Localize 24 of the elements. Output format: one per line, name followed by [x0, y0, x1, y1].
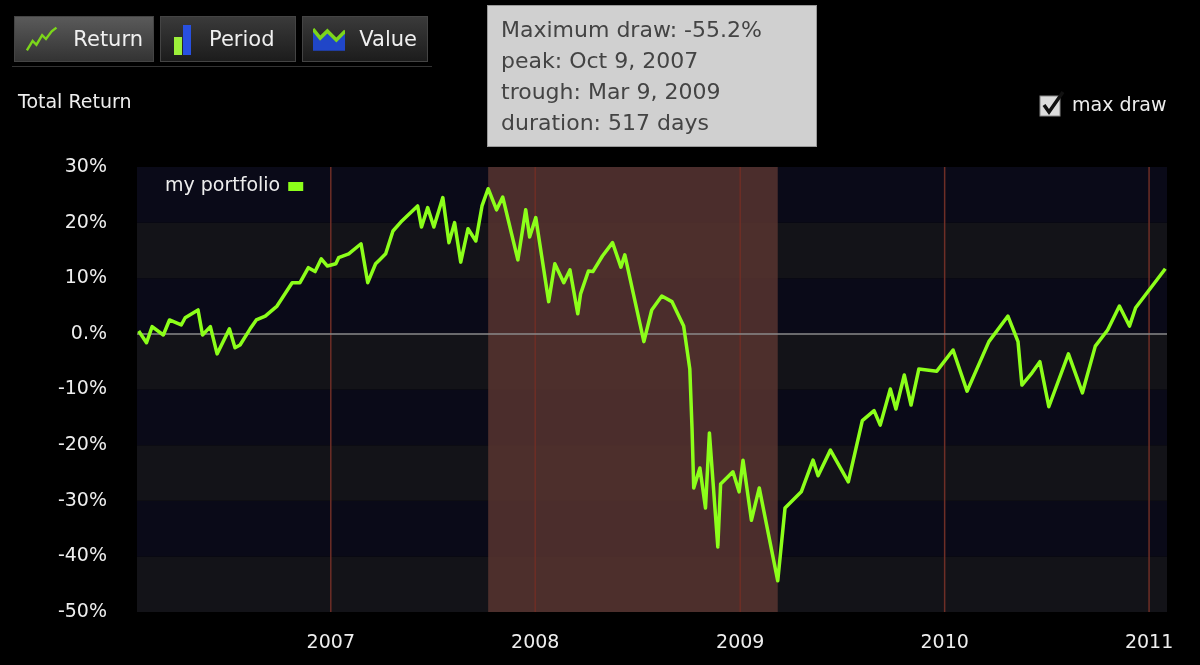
y-tick-label: -50% [57, 598, 107, 621]
y-tick-label: 20% [64, 209, 107, 232]
text: trough: Mar 9, 2009 [501, 78, 722, 106]
x-tick-label: 2011 [1124, 630, 1174, 653]
legend-label: my portfolio [165, 172, 281, 195]
text: Maximum draw: -55.2% [501, 16, 763, 44]
y-tick-label: 10% [64, 265, 107, 288]
y-tick-label: 30% [64, 153, 107, 176]
y-tick-label: -40% [57, 543, 107, 566]
text: peak: Oct 9, 2007 [501, 47, 700, 75]
x-tick-label: 2010 [920, 630, 969, 653]
text: Return [73, 27, 143, 51]
text: duration: 517 days [501, 109, 710, 137]
y-tick-label: -10% [57, 376, 107, 399]
x-tick-label: 2009 [716, 630, 765, 653]
y-tick-label: -20% [57, 432, 107, 455]
x-tick-label: 2008 [511, 630, 560, 653]
y-tick-label: -30% [57, 487, 107, 510]
text: Value [359, 27, 417, 51]
text: max draw [1072, 93, 1167, 115]
y-tick-label: 0.% [70, 320, 107, 343]
text: Period [209, 27, 275, 51]
x-tick-label: 2007 [306, 630, 355, 653]
y-axis-title: Total Return [18, 90, 132, 112]
